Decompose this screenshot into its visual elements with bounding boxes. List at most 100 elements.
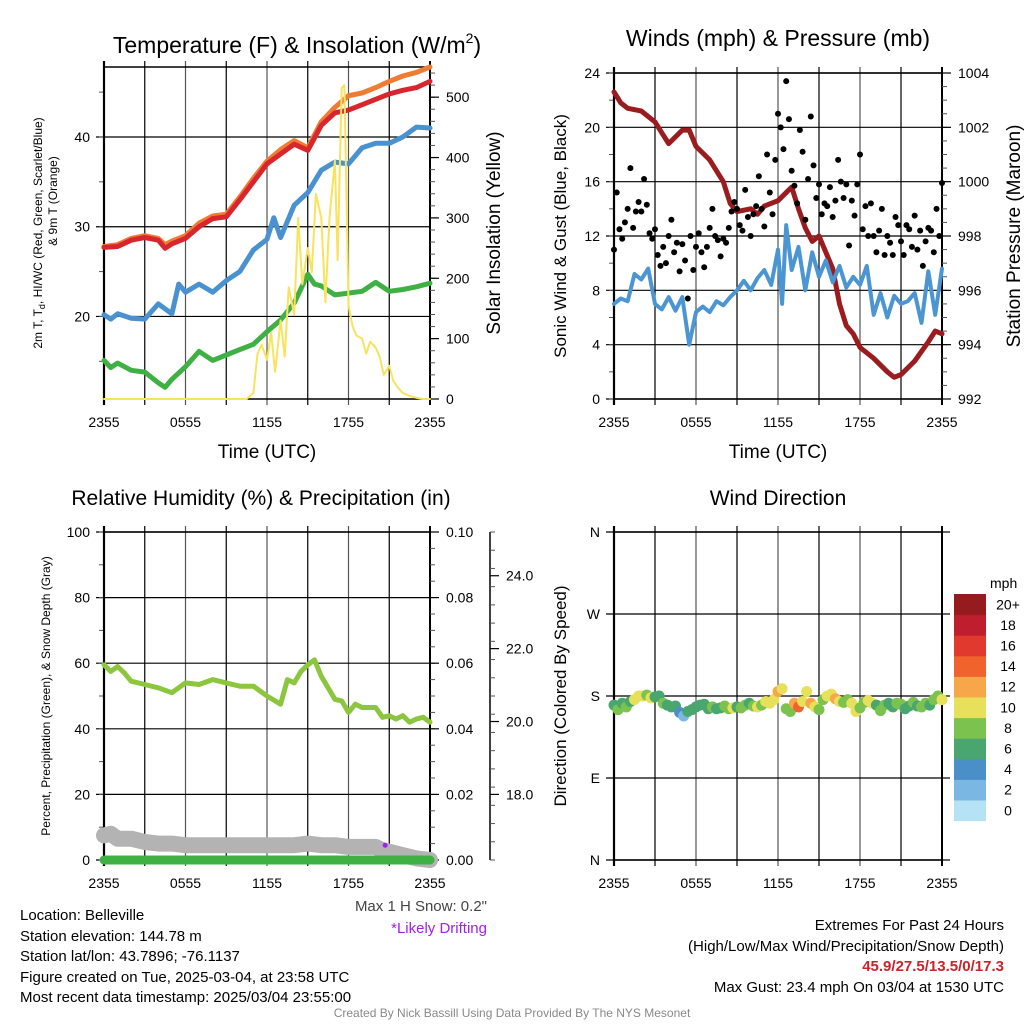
gust-point [613, 189, 620, 196]
gust-point [755, 173, 762, 180]
y-axis-label: Sonic Wind & Gust (Blue, Black) [551, 114, 570, 358]
y-tick-label: 12 [584, 228, 600, 244]
chart-title: Relative Humidity (%) & Precipitation (i… [71, 487, 450, 510]
y2-tick-label: 0.06 [446, 655, 473, 671]
gust-point [736, 222, 743, 229]
colorbar-label: 20+ [996, 596, 1020, 612]
x-tick-label: 0555 [170, 414, 201, 430]
gust-point [616, 226, 623, 233]
x-tick-label: 1755 [333, 875, 364, 891]
gust-point [930, 249, 937, 256]
gust-point [919, 262, 926, 269]
y-tick-label: 0 [82, 852, 90, 868]
y-tick-label: 40 [74, 129, 90, 145]
gust-point [851, 212, 858, 219]
colorbar-swatch [954, 779, 986, 801]
gust-point [649, 235, 656, 242]
y2-tick-label: 996 [958, 282, 982, 298]
y-tick-label: 16 [584, 174, 600, 190]
gust-point [829, 213, 836, 220]
latlon-text: Station lat/lon: 43.7896; -76.1137 [20, 948, 240, 965]
gust-point [690, 266, 697, 273]
chart-title: Temperature (F) & Insolation (W/m2) [113, 30, 481, 58]
y2-tick-label: 400 [446, 150, 470, 166]
gust-point [698, 249, 705, 256]
gust-point [619, 235, 626, 242]
colorbar-swatch [954, 594, 986, 616]
extremes-panel: Extremes For Past 24 Hours (High/Low/Max… [688, 916, 1004, 998]
gust-point [665, 233, 672, 239]
gust-point [826, 184, 833, 191]
y-axis-label-line2: & 9m T (Orange) [46, 156, 60, 246]
y-tick-label: 60 [74, 655, 90, 671]
gust-point [840, 194, 847, 201]
gust-point [750, 211, 757, 218]
station-info: Location: Belleville Station elevation: … [20, 906, 351, 1009]
y-tick-label: S [591, 688, 600, 704]
max-snow-label: Max 1 H Snow: 0.2" [354, 898, 487, 915]
colorbar-swatch [954, 800, 986, 822]
gust-point [799, 148, 806, 155]
gust-point [780, 146, 787, 153]
gust-point [701, 264, 708, 271]
x-tick-label: 1755 [333, 414, 364, 430]
x-tick-label: 2355 [598, 875, 629, 891]
series-line-station-pressure [611, 89, 945, 380]
y2-tick-label: 998 [958, 228, 982, 244]
gust-point [824, 203, 831, 210]
extremes-values: 45.9/27.5/13.5/0/17.3 [862, 958, 1004, 975]
y2-tick-label: 0.00 [446, 852, 473, 868]
gust-point [766, 189, 773, 196]
x-tick-label: 1155 [252, 414, 282, 430]
x-tick-label: 1155 [252, 875, 282, 891]
gust-point [857, 151, 863, 158]
extremes-title: Extremes For Past 24 Hours [814, 917, 1004, 934]
gust-point [777, 124, 784, 131]
gust-point [717, 253, 724, 260]
gust-point [753, 203, 760, 210]
y-tick-label: 20 [584, 119, 600, 135]
y-axis-label: 2m T, Td, HI/WC (Red, Green, Scarlet/Blu… [31, 117, 47, 348]
y2-tick-label: 0.04 [446, 721, 473, 737]
gust-point [635, 199, 642, 206]
y2-axis-label: Station Pressure (Maroon) [1004, 125, 1024, 348]
direction-point [784, 705, 796, 717]
chart-title: Wind Direction [710, 487, 847, 510]
colorbar-swatch [954, 738, 986, 760]
x-tick-label: 1155 [763, 414, 793, 430]
temperature-chart: Temperature (F) & Insolation (W/m2) 20 30 4… [31, 30, 505, 463]
max-gust-text: Max Gust: 23.4 mph On 03/04 at 1530 UTC [713, 978, 1004, 996]
gust-point [813, 194, 820, 201]
gust-point [668, 216, 675, 223]
colorbar-label: 10 [1000, 699, 1016, 715]
colorbar-swatch [954, 697, 986, 719]
y2-tick-label: 0.02 [446, 786, 473, 802]
gust-point [744, 213, 751, 220]
gust-point [908, 243, 915, 250]
gust-point [810, 162, 817, 169]
y-tick-label: 24 [584, 65, 600, 81]
gust-point [725, 224, 732, 231]
series-line-2m-t [101, 78, 433, 251]
y2-tick-label: 1004 [958, 65, 989, 81]
credit-text: Created By Nick Bassill Using Data Provi… [333, 1006, 691, 1020]
y2-tick-label: 200 [446, 270, 470, 286]
colorbar-swatch [954, 655, 986, 677]
wind-pressure-chart: Winds (mph) & Pressure (mb) 0 4 8 12 16 20 24 23… [551, 25, 1024, 463]
gust-point [643, 201, 650, 208]
gust-point [881, 252, 888, 259]
gust-point [936, 233, 943, 239]
gust-point [641, 175, 648, 182]
x-axis-label: Time (UTC) [218, 442, 317, 463]
gust-point [723, 239, 730, 246]
chart-title: Winds (mph) & Pressure (mb) [626, 25, 930, 51]
direction-point [768, 694, 780, 706]
x-tick-label: 2355 [926, 875, 957, 891]
gust-point [731, 199, 738, 206]
gust-point [657, 262, 664, 269]
x-tick-label: 0555 [680, 875, 711, 891]
gust-point [788, 167, 795, 174]
y-tick-label: 100 [67, 524, 91, 540]
gust-point [832, 197, 839, 204]
gust-point [939, 180, 945, 187]
